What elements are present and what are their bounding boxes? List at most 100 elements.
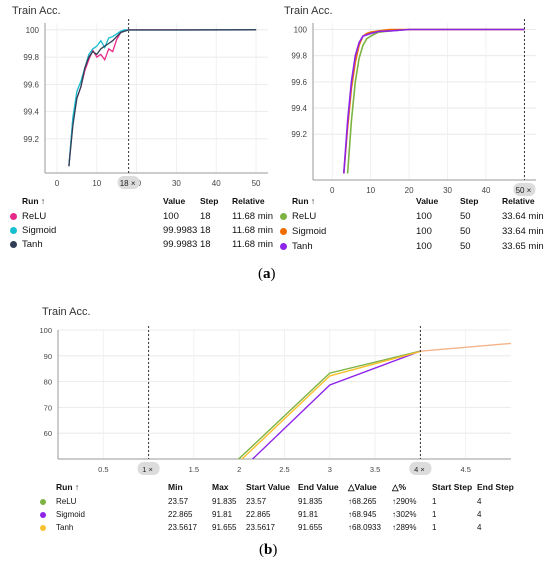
table-cell-dpct: ↑289% [392,523,417,532]
x-tick-label: 20 [405,186,414,195]
table-cell-start: 22.865 [246,510,271,519]
table-c: Run ↑ Min Max Start Value End Value △Value △% S… [40,482,545,538]
x-tick-label: 4.5 [460,465,470,474]
y-tick-label: 100 [39,326,52,335]
run-name: ReLU [22,211,47,222]
series-line-tanh [240,350,421,459]
x-tick-label: 0 [330,186,335,195]
panel-c-title: Train Acc. [42,306,91,318]
table-header-cell: Value [416,196,439,206]
caption-a: (a) [258,266,276,282]
table-header-cell: Relative [232,196,265,206]
series-line-extension [420,342,511,352]
table-header-cell: End Step [477,482,514,492]
table-cell-relative: 11.68 min [232,239,274,250]
table-header-cell: △Value [348,482,377,492]
table-cell-value: 99.9983 [163,239,198,250]
y-tick-label: 70 [44,403,52,412]
cursor-label: 18 × [120,179,136,188]
table-cell-relative: 11.68 min [232,225,274,236]
table-header-cell: Start Value [246,482,290,492]
cursor-label: 4 × [414,465,425,474]
table-cell-sstep: 1 [432,510,437,519]
x-tick-label: 10 [92,179,101,188]
table-header-cell[interactable]: Run ↑ [56,482,80,492]
table-cell-value: 99.9983 [163,225,198,236]
table-cell-min: 23.57 [168,497,189,506]
table-b: Run ↑ Value Step Relative ReLU 100 50 33.64 min… [280,196,548,262]
table-cell-estep: 4 [477,523,482,532]
run-name: Tanh [56,523,74,532]
series-color-dot [280,228,287,235]
table-cell-estep: 4 [477,510,482,519]
series-color-dot [10,241,17,248]
table-cell-dpct: ↑302% [392,510,417,519]
table-cell-max: 91.81 [212,510,233,519]
cursor-badge [117,176,140,189]
table-header-cell: Min [168,482,183,492]
table-cell-start: 23.5617 [246,523,275,532]
series-color-dot [10,213,17,220]
x-tick-label: 2 [237,465,241,474]
run-name: Tanh [22,239,43,250]
panel-a-title: Train Acc. [12,5,61,17]
run-name: Sigmoid [22,225,57,236]
table-header-cell: Max [212,482,229,492]
table-header-cell: End Value [298,482,339,492]
run-name: Tanh [292,241,313,252]
cursor-badge [137,462,160,475]
series-color-dot [40,499,46,505]
table-cell-min: 22.865 [168,510,193,519]
x-tick-label: 40 [482,186,491,195]
table-cell-dpct: ↑290% [392,497,417,506]
run-name: Sigmoid [56,510,85,519]
y-tick-label: 99.8 [291,52,307,61]
y-tick-label: 99.8 [23,53,39,62]
table-cell-dvalue: ↑68.0933 [348,523,381,532]
y-tick-label: 60 [44,429,52,438]
series-line-sigmoid [68,29,257,167]
table-cell-value: 100 [416,226,432,237]
table-cell-start: 23.57 [246,497,267,506]
table-cell-step: 50 [460,211,471,222]
x-tick-label: 0.5 [98,465,108,474]
table-cell-estep: 4 [477,497,482,506]
table-cell-relative: 33.64 min [502,211,544,222]
series-color-dot [280,243,287,250]
x-tick-label: 50 [252,179,261,188]
y-tick-label: 99.2 [23,135,39,144]
cursor-label: 1 × [142,465,153,474]
table-cell-max: 91.655 [212,523,237,532]
table-cell-dvalue: ↑68.265 [348,497,377,506]
y-tick-label: 100 [294,26,308,35]
series-color-dot [40,512,46,518]
y-tick-label: 99.6 [291,78,307,87]
table-a: Run ↑ Value Step Relative ReLU 100 18 11.68 min… [10,196,280,256]
table-cell-sstep: 1 [432,497,437,506]
table-cell-step: 18 [200,239,211,250]
table-header-cell: Step [460,196,479,206]
run-name: Sigmoid [292,226,327,237]
cursor-badge [409,462,432,475]
table-cell-step: 18 [200,225,211,236]
y-tick-label: 99.4 [23,108,39,117]
table-cell-value: 100 [416,211,432,222]
x-tick-label: 40 [212,179,221,188]
table-cell-relative: 11.68 min [232,211,274,222]
caption-b: (b) [259,542,278,558]
table-cell-end: 91.655 [298,523,323,532]
table-header-cell[interactable]: Run ↑ [292,196,316,206]
series-line-relu [237,350,421,459]
y-tick-label: 100 [26,26,40,35]
table-cell-sstep: 1 [432,523,437,532]
table-cell-step: 50 [460,226,471,237]
table-cell-relative: 33.64 min [502,226,544,237]
x-tick-label: 3.5 [370,465,380,474]
table-cell-max: 91.835 [212,497,237,506]
table-cell-value: 100 [416,241,432,252]
table-cell-end: 91.835 [298,497,323,506]
x-tick-label: 1.5 [189,465,199,474]
table-header-cell[interactable]: Run ↑ [22,196,46,206]
panel-b-title: Train Acc. [284,5,333,17]
series-color-dot [40,525,46,531]
